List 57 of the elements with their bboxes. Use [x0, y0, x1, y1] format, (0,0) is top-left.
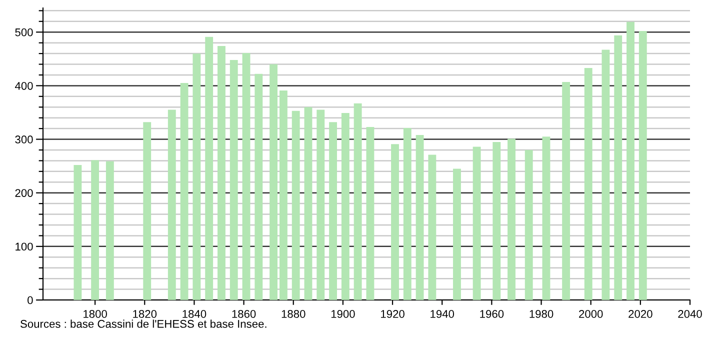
bar: [626, 22, 634, 300]
x-tick-label: 1860: [232, 310, 256, 318]
x-tick-label: 1840: [182, 310, 206, 318]
bar: [74, 164, 82, 300]
y-tick-label: 0: [28, 296, 33, 304]
bar: [242, 53, 250, 300]
bar: [508, 138, 516, 300]
bar: [329, 122, 337, 300]
bar: [254, 74, 263, 300]
bar: [143, 122, 152, 300]
bar: [562, 82, 570, 300]
x-tick-label: 1920: [381, 310, 404, 318]
bar: [428, 154, 436, 300]
bar: [584, 68, 592, 300]
source-note: Sources : base Cassini de l'EHESS et base Insee.: [20, 320, 266, 328]
bar: [180, 83, 188, 300]
bar: [304, 107, 312, 300]
bar: [192, 54, 201, 300]
x-tick-label: 1880: [282, 310, 306, 318]
bar: [279, 90, 288, 300]
bar: [524, 150, 533, 300]
x-tick-label: 1960: [480, 310, 504, 318]
bar: [270, 64, 278, 300]
bar: [292, 110, 300, 300]
bar: [403, 128, 412, 300]
bar: [316, 110, 325, 300]
bar: [91, 160, 100, 300]
bar: [230, 60, 238, 300]
bar: [614, 35, 622, 300]
bar: [218, 46, 226, 300]
bar: [492, 142, 501, 300]
y-tick-label: 200: [15, 189, 33, 197]
bar: [205, 36, 214, 300]
x-tick-label: 2000: [579, 310, 603, 318]
bar: [106, 161, 114, 300]
y-tick-label: 500: [15, 28, 33, 36]
y-tick-label: 300: [15, 136, 33, 144]
y-tick-label: 400: [14, 82, 33, 90]
x-tick-label: 1940: [430, 310, 454, 318]
x-tick-label: 1820: [133, 310, 157, 318]
bar: [638, 31, 647, 300]
bar: [366, 126, 374, 300]
bar: [542, 136, 550, 300]
x-tick-label: 2040: [678, 310, 702, 318]
y-tick-label: 100: [16, 242, 33, 251]
bar: [391, 144, 399, 300]
x-tick-label: 1800: [84, 310, 107, 318]
x-tick-label: 1980: [530, 310, 554, 318]
x-tick-label: 2020: [628, 310, 652, 318]
bar: [416, 134, 424, 300]
bar: [341, 113, 350, 300]
x-tick-label: 1900: [331, 310, 355, 318]
bar: [472, 146, 481, 300]
bar: [168, 110, 176, 300]
bar: [453, 168, 461, 300]
bar: [602, 50, 610, 300]
bar: [354, 103, 362, 300]
